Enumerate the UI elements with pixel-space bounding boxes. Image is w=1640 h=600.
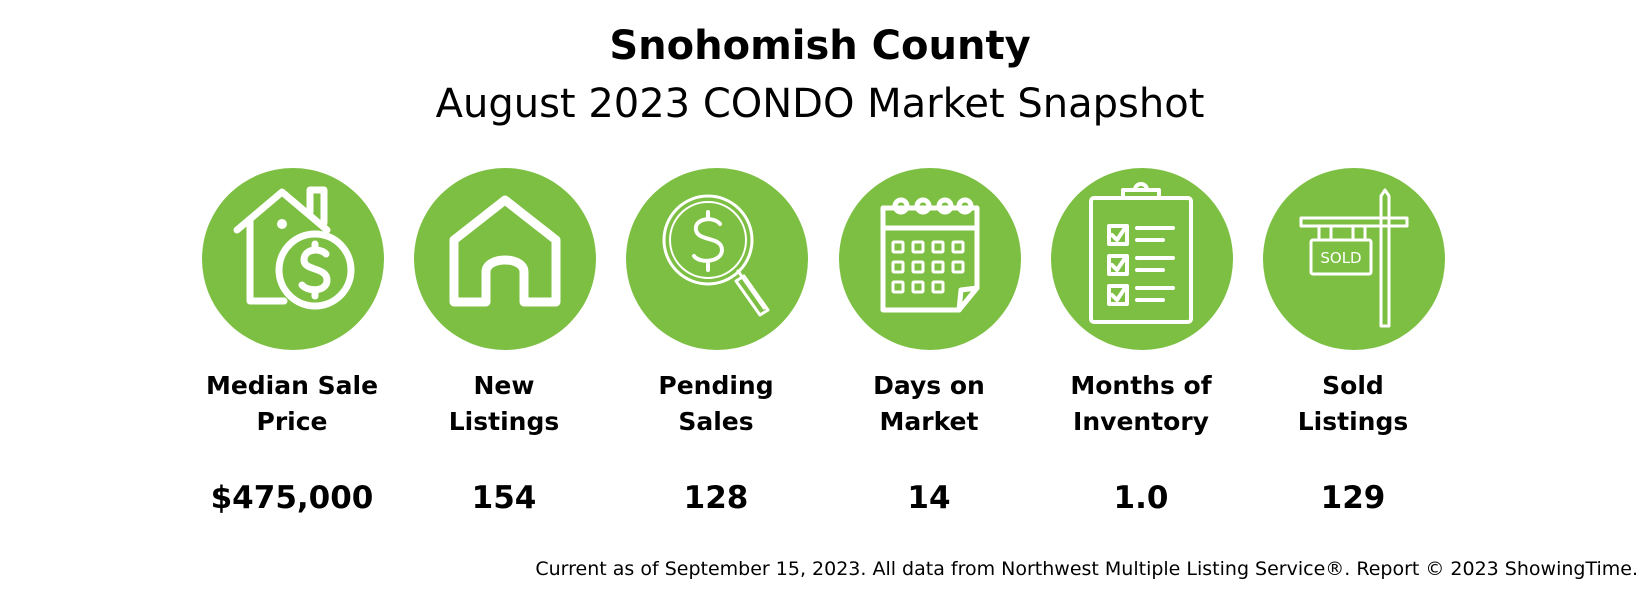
page-subtitle: August 2023 CONDO Market Snapshot bbox=[435, 81, 1205, 127]
stat-value: 1.0 bbox=[1113, 480, 1169, 516]
clipboard-checklist-icon bbox=[1089, 182, 1193, 324]
stat-circle bbox=[626, 168, 808, 350]
stat-label: Pending Sales bbox=[658, 371, 774, 436]
stat-sold-listings: SOLD Sold Listings 129 bbox=[1258, 168, 1448, 558]
stat-value: 154 bbox=[471, 480, 537, 516]
stat-circle: SOLD bbox=[1263, 168, 1445, 350]
stat-median-sale-price: Median Sale Price $475,000 bbox=[197, 168, 387, 558]
stat-value: $475,000 bbox=[210, 480, 374, 516]
sold-sign-text: SOLD bbox=[1320, 249, 1361, 267]
stat-label: Months of Inventory bbox=[1070, 371, 1212, 436]
stat-label: Median Sale Price bbox=[205, 371, 379, 436]
stat-circle bbox=[202, 168, 384, 350]
page-title: Snohomish County bbox=[609, 23, 1031, 69]
stat-circle bbox=[839, 168, 1021, 350]
sold-sign-icon: SOLD bbox=[1299, 188, 1409, 328]
stat-label: Sold Listings bbox=[1297, 371, 1409, 436]
stat-new-listings: New Listings 154 bbox=[409, 168, 599, 558]
stat-label: New Listings bbox=[448, 371, 560, 436]
stat-circle bbox=[1051, 168, 1233, 350]
magnifier-dollar-icon bbox=[662, 194, 770, 317]
calendar-icon bbox=[880, 197, 980, 313]
stat-value: 128 bbox=[683, 480, 749, 516]
stat-days-on-market: Days on Market 14 bbox=[834, 168, 1024, 558]
stat-value: 129 bbox=[1320, 480, 1386, 516]
footer-note: Current as of September 15, 2023. All da… bbox=[535, 558, 1638, 580]
stat-label: Days on Market bbox=[873, 371, 985, 436]
stat-months-of-inventory: Months of Inventory 1.0 bbox=[1046, 168, 1236, 558]
house-dollar-icon bbox=[233, 186, 355, 310]
stat-pending-sales: Pending Sales 128 bbox=[621, 168, 811, 558]
house-icon bbox=[449, 195, 561, 307]
stat-circle bbox=[414, 168, 596, 350]
stat-value: 14 bbox=[907, 480, 951, 516]
